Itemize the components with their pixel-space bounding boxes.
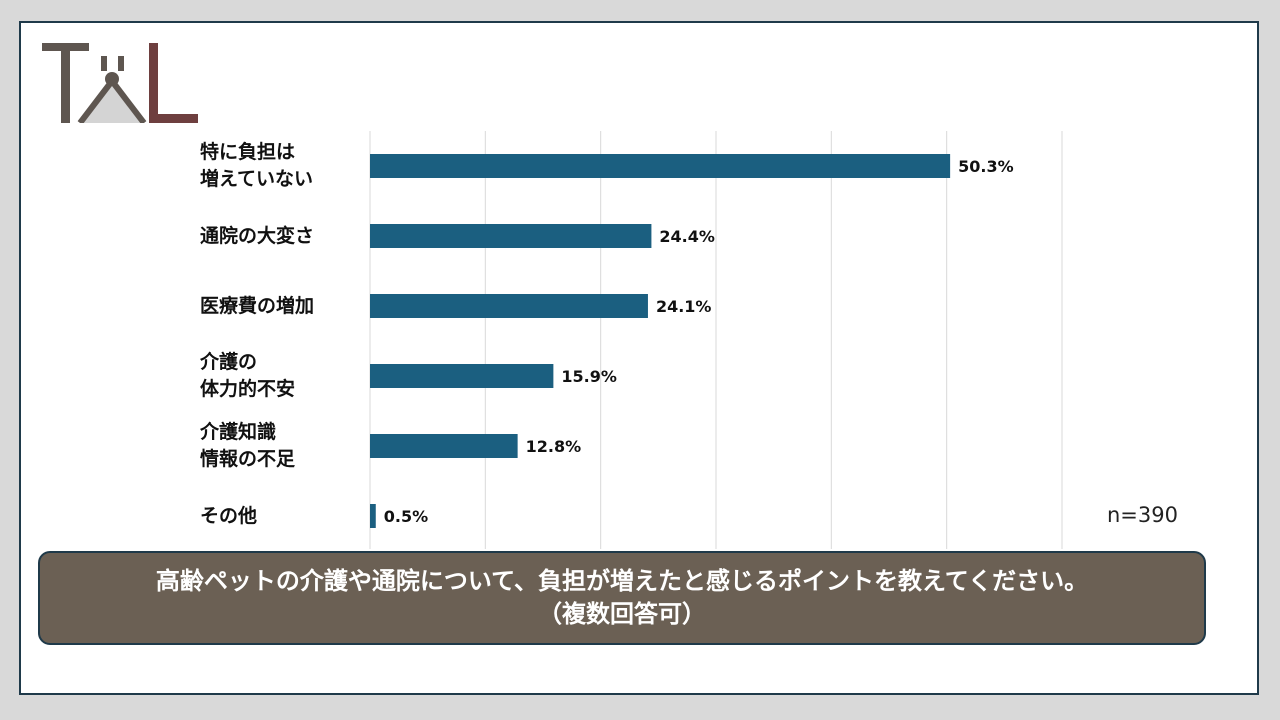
bar	[370, 504, 376, 528]
chart-grid	[369, 131, 1063, 549]
question-box: 高齢ペットの介護や通院について、負担が増えたと感じるポイントを教えてください。 …	[38, 551, 1206, 645]
category-label: 医療費の増加	[200, 294, 315, 317]
category-label: 通院の大変さ	[200, 224, 315, 247]
category-label: その他	[200, 504, 258, 527]
category-label: 介護の 体力的不安	[200, 351, 296, 400]
bar-value-label: 24.4%	[659, 227, 715, 246]
bar	[370, 154, 951, 178]
chart-bars	[370, 154, 951, 528]
question-text: 高齢ペットの介護や通院について、負担が増えたと感じるポイントを教えてください。	[155, 567, 1089, 595]
bar-value-label: 24.1%	[656, 297, 712, 316]
category-label: 介護知識 情報の不足	[200, 421, 296, 470]
bar-value-label: 50.3%	[958, 157, 1014, 176]
bar	[370, 364, 554, 388]
bar	[370, 224, 652, 248]
bar-value-label: 12.8%	[526, 437, 582, 456]
tal-logo	[42, 43, 198, 123]
question-note: （複数回答可）	[538, 600, 706, 628]
bar	[370, 434, 518, 458]
sample-size-label: n=390	[1107, 503, 1178, 527]
bar-value-label: 0.5%	[384, 507, 428, 526]
chart-value-labels: 50.3% 24.4% 24.1% 15.9% 12.8% 0.5%	[384, 157, 1014, 526]
category-label: 特に負担は 増えていない	[200, 141, 314, 190]
bar-value-label: 15.9%	[561, 367, 617, 386]
bar	[370, 294, 648, 318]
